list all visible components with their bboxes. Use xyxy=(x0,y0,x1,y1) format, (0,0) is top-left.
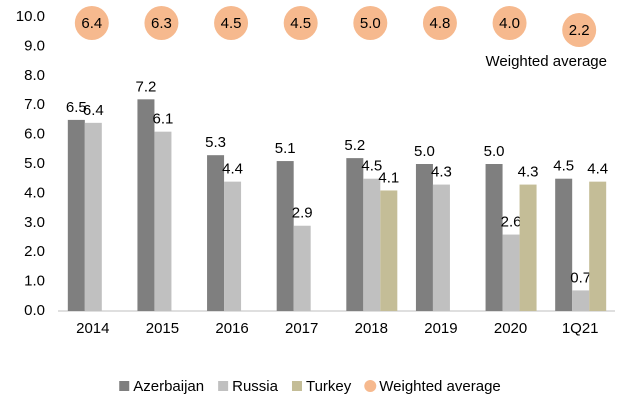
x-tick-label: 2015 xyxy=(146,320,179,337)
bar xyxy=(485,164,503,311)
average-marker xyxy=(562,13,597,47)
legend-label: Azerbaijan xyxy=(133,378,204,395)
value-label: 0.7 xyxy=(570,269,591,286)
average-label: 2.2 xyxy=(569,22,590,39)
bar xyxy=(502,234,520,311)
value-label: 6.4 xyxy=(83,102,104,119)
bar xyxy=(137,99,155,311)
y-tick-label: 9.0 xyxy=(24,37,45,54)
legend-label: Turkey xyxy=(306,378,352,395)
annotation: Weighted average xyxy=(486,53,607,70)
value-label: 4.3 xyxy=(431,164,452,181)
bar xyxy=(84,122,102,311)
bar xyxy=(67,119,85,312)
value-label: 7.2 xyxy=(136,78,157,95)
value-label: 4.4 xyxy=(222,161,243,178)
average-marker xyxy=(283,6,318,40)
legend-item: Russia xyxy=(218,378,279,395)
value-label: 4.5 xyxy=(553,158,574,175)
average-label: 4.0 xyxy=(499,15,520,32)
x-tick-label: 2016 xyxy=(215,320,248,337)
y-tick-label: 5.0 xyxy=(24,155,45,172)
value-label: 5.2 xyxy=(344,137,365,154)
average-marker xyxy=(422,6,457,40)
value-label: 5.1 xyxy=(275,140,296,157)
legend-label: Weighted average xyxy=(379,378,500,395)
value-label: 4.1 xyxy=(378,169,399,186)
bar xyxy=(415,164,433,311)
average-marker xyxy=(353,6,388,40)
value-label: 6.5 xyxy=(66,99,87,116)
average-label: 4.8 xyxy=(430,15,451,32)
legend-label: Russia xyxy=(232,378,279,395)
bar xyxy=(276,161,294,311)
value-label: 6.1 xyxy=(153,111,174,128)
y-tick-label: 8.0 xyxy=(24,67,45,84)
legend-item: Weighted average xyxy=(364,378,501,395)
y-tick-label: 0.0 xyxy=(24,302,45,319)
average-label: 4.5 xyxy=(221,15,242,32)
bar xyxy=(519,184,537,311)
bar xyxy=(207,155,225,311)
legend-marker xyxy=(291,381,302,391)
legend-item: Turkey xyxy=(291,378,352,395)
y-tick-label: 3.0 xyxy=(24,214,45,231)
value-label: 4.4 xyxy=(587,161,608,178)
x-tick-label: 2019 xyxy=(424,320,457,337)
bar xyxy=(572,290,590,311)
value-label: 5.3 xyxy=(205,134,226,151)
x-tick-label: 2014 xyxy=(76,320,109,337)
bar xyxy=(363,178,381,311)
bar xyxy=(380,190,398,311)
bar xyxy=(293,225,311,311)
legend-marker xyxy=(364,380,377,392)
y-tick-label: 7.0 xyxy=(24,96,45,113)
average-marker xyxy=(74,6,109,40)
bar xyxy=(346,158,364,311)
bar xyxy=(589,181,607,311)
bar xyxy=(432,184,450,311)
average-marker xyxy=(492,6,527,40)
x-tick-label: 2020 xyxy=(494,320,527,337)
value-label: 2.6 xyxy=(501,214,522,231)
average-label: 6.3 xyxy=(151,15,172,32)
x-tick-label: 1Q21 xyxy=(562,320,599,337)
legend-marker xyxy=(119,381,130,391)
x-tick-label: 2018 xyxy=(355,320,388,337)
y-tick-label: 2.0 xyxy=(24,243,45,260)
y-tick-label: 1.0 xyxy=(24,273,45,290)
bar xyxy=(555,178,573,311)
value-label: 4.5 xyxy=(361,158,382,175)
bar xyxy=(224,181,242,311)
average-marker xyxy=(144,6,179,40)
legend-marker xyxy=(218,381,229,391)
legend-item: Azerbaijan xyxy=(119,378,204,395)
average-label: 4.5 xyxy=(290,15,311,32)
value-label: 4.3 xyxy=(518,164,539,181)
average-label: 5.0 xyxy=(360,15,381,32)
value-label: 2.9 xyxy=(292,205,313,222)
average-label: 6.4 xyxy=(81,15,102,32)
y-tick-label: 4.0 xyxy=(24,184,45,201)
value-label: 5.0 xyxy=(484,143,505,160)
value-label: 5.0 xyxy=(414,143,435,160)
y-tick-label: 10.0 xyxy=(16,8,45,25)
average-marker xyxy=(214,6,249,40)
y-tick-label: 6.0 xyxy=(24,126,45,143)
bar xyxy=(154,131,172,311)
x-tick-label: 2017 xyxy=(285,320,318,337)
